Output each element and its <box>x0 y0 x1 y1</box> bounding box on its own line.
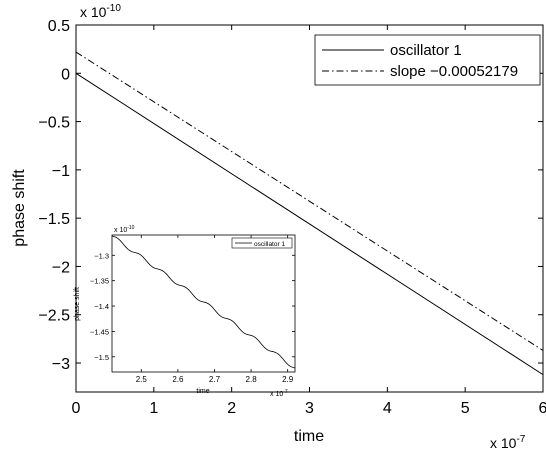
inset-legend-label: oscillator 1 <box>254 241 285 248</box>
main-y-tick-label: −1 <box>52 163 70 180</box>
inset-x-label: time <box>196 388 209 395</box>
inset-y-tick-label: −1.35 <box>90 277 109 286</box>
main-x-tick-label: 1 <box>149 400 158 417</box>
main-legend: oscillator 1 slope −0.00052179 <box>314 34 541 86</box>
main-y-tick-label: −3 <box>52 356 70 373</box>
main-x-exponent: x 10-7 <box>490 434 526 451</box>
main-x-tick-label: 6 <box>539 400 546 417</box>
inset-x-tick-label: 2.7 <box>209 375 221 384</box>
main-x-tick-label: 3 <box>305 400 314 417</box>
inset-series-group <box>111 235 296 369</box>
legend-label-oscillator-1: oscillator 1 <box>390 42 462 59</box>
main-y-tick-label: −0.5 <box>38 115 70 132</box>
main-x-tick-label: 4 <box>383 400 392 417</box>
main-y-tick-label: −1.5 <box>38 211 70 228</box>
legend-label-slope: slope −0.00052179 <box>390 63 518 80</box>
main-y-tick-label: 0 <box>61 66 70 83</box>
inset-legend: oscillator 1 <box>231 237 293 249</box>
series-line-oscillator-1 <box>75 72 544 376</box>
main-y-tick-label: 0.5 <box>48 18 70 35</box>
main-x-tick-label: 0 <box>72 400 81 417</box>
inset-x-tick-label: 2.6 <box>172 375 184 384</box>
inset-y-tick-label: −1.5 <box>94 353 109 362</box>
inset-y-ticks: −1.3 −1.35 −1.4 −1.45 −1.5 <box>90 251 295 362</box>
inset-y-tick-label: −1.3 <box>94 251 109 260</box>
inset-x-tick-label: 2.5 <box>136 375 148 384</box>
main-x-ticks: 0 1 2 3 4 5 6 <box>72 25 546 417</box>
inset-x-tick-label: 2.9 <box>282 375 294 384</box>
main-x-label: time <box>294 428 324 445</box>
inset-y-tick-label: −1.4 <box>94 302 109 311</box>
main-y-ticks: 0.5 0 −0.5 −1 −1.5 −2 −2.5 −3 <box>38 18 543 373</box>
main-y-tick-label: −2 <box>52 259 70 276</box>
inset-series-line-oscillator-1 <box>111 235 296 369</box>
main-x-tick-label: 2 <box>227 400 236 417</box>
main-y-tick-label: −2.5 <box>38 308 70 325</box>
inset-plot-area <box>111 234 296 373</box>
series-line-slope <box>75 51 544 351</box>
inset-x-ticks: 2.5 2.6 2.7 2.8 2.9 <box>136 235 294 384</box>
main-y-label: phase shift <box>11 169 28 247</box>
inset-x-tick-label: 2.8 <box>246 375 258 384</box>
inset-y-label: phase shift <box>74 287 81 321</box>
main-series-group <box>75 51 544 376</box>
inset-y-tick-label: −1.45 <box>90 327 109 336</box>
main-y-exponent: x 10-10 <box>80 3 121 20</box>
main-x-tick-label: 5 <box>461 400 470 417</box>
inset-y-exponent: x 10-10 <box>114 225 135 234</box>
inset-x-exponent: x 10-7 <box>270 389 288 398</box>
